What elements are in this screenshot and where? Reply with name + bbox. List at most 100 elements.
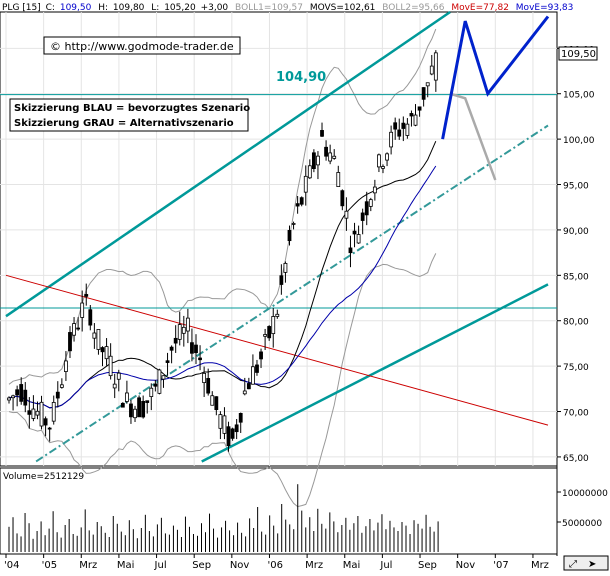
header-move1: MovE=77,82 [451,3,509,13]
time-tick-label: Jul [379,560,392,571]
candle-body [157,369,162,394]
moving-average-long [8,165,437,409]
volume-label: Volume=2512129 [3,472,84,482]
candle-body [181,326,186,334]
price-tick-label: 85,00 [563,272,589,282]
time-tick-label: '06 [267,560,282,571]
candle-body [283,262,288,273]
candle-body [405,123,410,136]
candle-body [336,172,341,188]
volume-tick-label: 10000000 [562,489,608,499]
candle-body [100,347,105,353]
candle-body [104,346,109,360]
candle-body [202,372,207,383]
candle-body [214,396,219,411]
zoom-icon[interactable]: ⤢ [569,559,577,570]
candle-body [177,324,182,340]
candle-body [210,395,215,406]
scenario-sketch [441,15,550,181]
legend-blue-text: Skizzierung BLAU = bevorzugtes Szenario [14,103,250,114]
price-axis: 110,00105,00100,0095,0090,0085,0080,0075… [557,45,595,464]
scenario-grey-path [449,92,497,181]
candle-body [328,152,333,162]
candle-body [68,332,72,352]
candle-body [88,309,93,326]
candle-body [397,129,402,137]
candle-body [238,413,243,423]
candlesticks [7,50,438,452]
candle-body [35,410,40,416]
candle-body [381,166,385,169]
candle-body [255,364,259,373]
candle-body [11,395,15,399]
candle-body [59,384,64,388]
candle-body [429,65,434,75]
header-move2: MovE=93,83 [516,3,574,13]
candle-body [133,408,137,419]
candle-body [263,334,268,337]
volume-bars [8,484,439,552]
channel-lower-line [201,283,549,463]
price-tick-label: 70,00 [563,409,589,419]
price-tick-label: 80,00 [563,318,589,328]
candle-body [311,152,316,170]
time-tick-label: Mai [117,560,135,571]
nav-arrow-icon[interactable]: ➤ [588,559,596,570]
candle-body [348,247,353,254]
last-price-tag-box [558,46,598,61]
candle-body [409,113,414,117]
candle-body [120,402,125,408]
candle-body [76,327,81,330]
time-tick-label: '07 [493,560,508,571]
candle-body [271,316,276,335]
candle-body [242,390,247,395]
last-price-tag: 109,50 [561,49,596,60]
header-low: 105,20 [164,3,196,13]
candle-body [372,186,377,194]
candle-body [344,210,349,219]
time-axis: '04 '05 Mrz Mai Jul Sep Nov '06 Mrz Mai Jul Sep Nov '… [4,554,549,571]
volume-tick-label: 5000000 [562,519,602,529]
candle-body [279,275,284,285]
time-tick-label: '05 [42,560,57,571]
level-annotation: 104,90 [276,70,326,85]
candle-body [417,106,422,111]
candle-body [340,190,345,207]
candle-body [401,122,406,129]
candle-body [352,230,357,235]
copyright-box [43,36,241,55]
bollinger-upper-band [8,28,437,385]
candle-body [433,52,438,81]
price-tick-label: 75,00 [563,363,589,373]
header-boll2: BOLL2=95,66 [382,3,444,13]
candle-body [299,197,304,205]
scroll-widget[interactable] [563,555,609,571]
header-high-label: H: [98,3,108,13]
candle-body [413,114,418,126]
candle-body [145,400,150,403]
candle-body [251,366,255,385]
candle-body [129,403,133,418]
candle-body [206,378,211,394]
candle-body [287,229,292,242]
candle-body [108,355,113,377]
candle-body [316,155,320,166]
price-tick-label: 95,00 [563,182,589,192]
candle-body [96,329,101,350]
candle-body [149,387,154,397]
price-tick-label: 100,00 [563,136,595,146]
time-tick-label: Nov [230,560,250,571]
time-tick-label: '04 [4,560,19,571]
candle-body [72,323,76,336]
candle-body [275,313,280,317]
time-tick-label: Sep [192,560,211,571]
candle-body [141,400,146,418]
legend-grey-text: Skizzierung GRAU = Alternativszenario [14,118,234,129]
candle-body [116,372,121,380]
candle-body [295,203,300,207]
price-panel-frame [0,11,558,467]
candle-body [421,87,426,100]
candle-body [27,410,32,415]
bollinger-bands [8,28,437,508]
